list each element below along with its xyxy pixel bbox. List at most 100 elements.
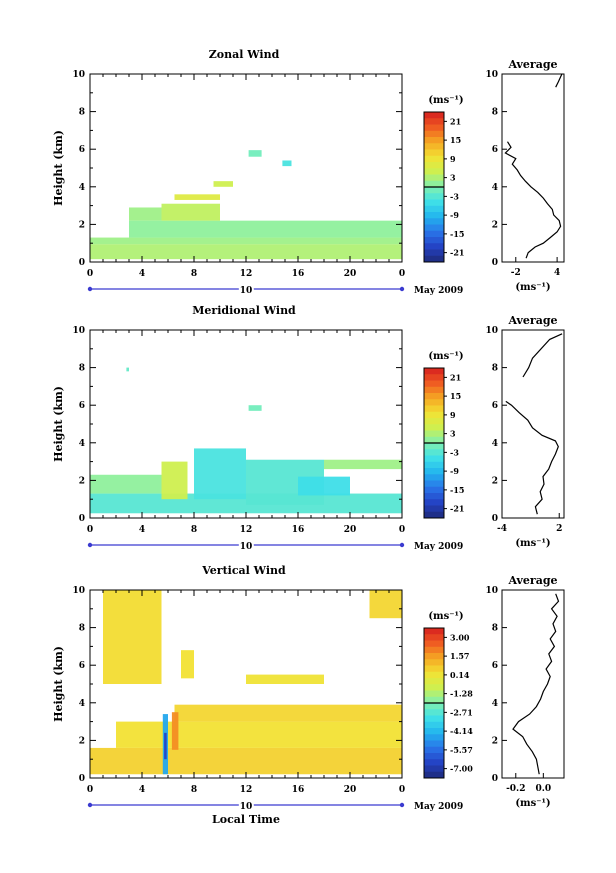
y-tick-label: 10 (72, 586, 85, 596)
panel-title: Meridional Wind (192, 304, 296, 317)
average-y-tick-label: 4 (492, 699, 498, 709)
colorbar-tick-label: 1.57 (450, 651, 469, 661)
colorbar-swatch (424, 436, 444, 444)
average-x-tick-label: 0.0 (535, 784, 551, 794)
colorbar-tick-label: 21 (450, 116, 461, 126)
colorbar: 21 15 9 3 -3 -9 -15 -21 (423, 111, 464, 263)
heatmap-cell (174, 194, 220, 200)
average-y-tick-label: 6 (492, 401, 498, 411)
colorbar-swatch (424, 137, 444, 144)
heatmap-cell (248, 405, 262, 411)
y-tick-label: 0 (79, 258, 85, 268)
x-tick-label: 16 (292, 269, 305, 279)
colorbar-swatch (424, 684, 444, 691)
colorbar-swatch (424, 212, 444, 219)
colorbar-tick-label: -21 (450, 248, 464, 258)
average-profile-line (512, 593, 560, 775)
colorbar-swatch (424, 193, 444, 200)
y-axis-label: Height (km) (52, 646, 65, 722)
colorbar-swatch (424, 474, 444, 481)
colorbar-swatch (424, 386, 444, 394)
x-tick-label: 0 (87, 785, 93, 795)
average-y-tick-label: 0 (492, 514, 498, 524)
colorbar-swatch (424, 218, 444, 225)
colorbar: 3.00 1.57 0.14 -1.28 -2.71 -4.14 -5.57 -7.00 (423, 627, 473, 779)
heatmap-cell (246, 674, 324, 684)
colorbar-swatch (424, 411, 444, 419)
date-label: May 2009 (414, 802, 463, 812)
y-tick-label: 6 (79, 401, 85, 411)
colorbar-swatch (424, 653, 444, 660)
heatmap-cell (194, 448, 246, 500)
heatmap-cell (126, 367, 129, 372)
colorbar-swatch (424, 393, 444, 400)
average-y-tick-label: 8 (492, 624, 498, 634)
colorbar-swatch (424, 634, 444, 641)
colorbar-tick-label: 3 (450, 173, 456, 183)
heatmap-cell (298, 476, 350, 496)
colorbar-tick-label: 15 (450, 135, 461, 145)
colorbar-swatch (424, 443, 444, 450)
colorbar-swatch (424, 149, 444, 157)
colorbar-swatch (424, 230, 444, 238)
colorbar-swatch (424, 180, 444, 188)
colorbar-swatch (424, 118, 444, 125)
colorbar-swatch (424, 424, 444, 431)
colorbar-swatch (424, 640, 444, 648)
date-label: May 2009 (414, 286, 463, 296)
colorbar-swatch (424, 368, 444, 375)
average-x-tick-label: -4 (497, 524, 507, 534)
colorbar-swatch (424, 493, 444, 500)
x-axis-label: Local Time (212, 813, 280, 826)
colorbar-swatch (424, 449, 444, 456)
heatmap-cell (174, 704, 402, 722)
colorbar-swatch (424, 721, 444, 729)
colorbar-tick-label: -3 (450, 447, 459, 457)
colorbar-swatch (424, 243, 444, 250)
colorbar: 21 15 9 3 -3 -9 -15 -21 (423, 367, 464, 519)
average-title: Average (507, 314, 557, 327)
x-tick-label: 16 (292, 785, 305, 795)
heatmap-cell (248, 150, 262, 157)
average-frame (501, 589, 565, 779)
heatmap-cell (90, 244, 402, 260)
colorbar-unit: (ms⁻¹) (428, 95, 463, 106)
average-y-tick-label: 6 (492, 661, 498, 671)
heatmap-cell (213, 181, 233, 187)
date-bar-end (399, 542, 405, 548)
colorbar-swatch (424, 418, 444, 425)
y-tick-label: 2 (79, 476, 85, 486)
colorbar-tick-label: -15 (450, 485, 464, 495)
day-label: 10 (240, 542, 253, 552)
average-profile-line (505, 333, 563, 515)
y-tick-label: 8 (79, 108, 85, 118)
colorbar-swatch (424, 162, 444, 169)
x-tick-label: 4 (139, 269, 145, 279)
y-tick-label: 4 (79, 183, 85, 193)
y-tick-label: 6 (79, 145, 85, 155)
colorbar-swatch (424, 455, 444, 463)
colorbar-swatch (424, 703, 444, 710)
colorbar-swatch (424, 237, 444, 244)
colorbar-swatch (424, 480, 444, 488)
x-tick-label: 12 (240, 785, 253, 795)
average-y-tick-label: 10 (485, 326, 498, 336)
colorbar-tick-label: 21 (450, 372, 461, 382)
average-y-tick-label: 0 (492, 258, 498, 268)
average-y-tick-label: 4 (492, 439, 498, 449)
average-title: Average (507, 58, 557, 71)
heatmap-cell (164, 732, 167, 760)
x-tick-label: 0 (399, 525, 405, 535)
heatmap-cell (90, 237, 402, 245)
colorbar-tick-label: -9 (450, 466, 459, 476)
colorbar-tick-label: -1.28 (450, 689, 473, 699)
x-tick-label: 4 (139, 525, 145, 535)
x-tick-label: 16 (292, 525, 305, 535)
colorbar-tick-label: -15 (450, 229, 464, 239)
colorbar-swatch (424, 740, 444, 748)
colorbar-swatch (424, 130, 444, 138)
colorbar-swatch (424, 187, 444, 194)
heatmap-cell (129, 207, 162, 221)
